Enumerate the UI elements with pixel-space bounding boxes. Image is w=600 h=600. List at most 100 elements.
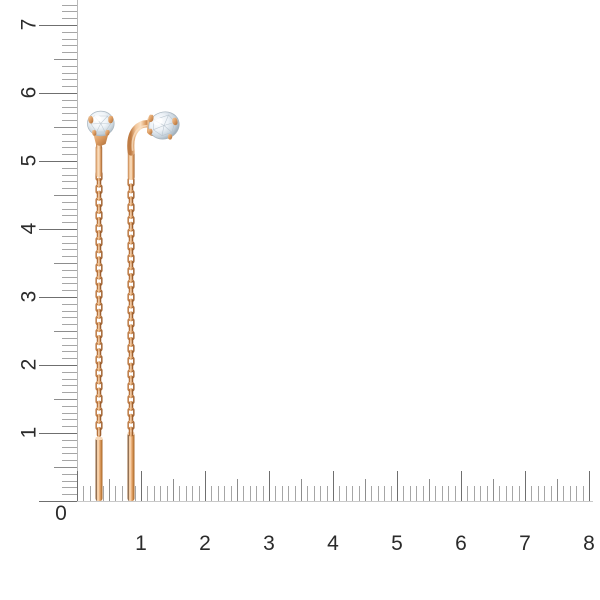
vertical-minor-tick bbox=[62, 52, 77, 53]
chain-link bbox=[128, 221, 134, 232]
vertical-minor-tick bbox=[62, 474, 77, 475]
vertical-minor-tick bbox=[62, 256, 77, 257]
chain-link bbox=[96, 216, 102, 228]
horizontal-minor-tick bbox=[218, 486, 219, 501]
chain-link bbox=[96, 400, 102, 411]
chain-link bbox=[127, 394, 135, 405]
horizontal-minor-tick bbox=[583, 486, 584, 501]
horizontal-minor-tick bbox=[352, 486, 353, 501]
vertical-minor-tick bbox=[62, 304, 77, 305]
horizontal-minor-tick bbox=[480, 486, 481, 501]
vertical-major-tick bbox=[39, 161, 77, 163]
horizontal-minor-tick bbox=[288, 486, 289, 501]
horizontal-minor-tick bbox=[474, 486, 475, 501]
left-post-tube bbox=[95, 145, 103, 177]
chain-link bbox=[95, 354, 103, 365]
chain-link bbox=[96, 426, 102, 438]
horizontal-half-tick bbox=[173, 479, 174, 501]
right-diamond-highlight bbox=[153, 117, 163, 126]
horizontal-minor-tick bbox=[307, 486, 308, 501]
right-threader-earring bbox=[127, 111, 180, 501]
vertical-minor-tick bbox=[62, 290, 77, 291]
horizontal-minor-tick bbox=[154, 486, 155, 501]
chain-link bbox=[95, 381, 103, 391]
vertical-minor-tick bbox=[62, 385, 77, 386]
vertical-minor-tick bbox=[62, 460, 77, 461]
vertical-ruler-baseline bbox=[77, 0, 78, 502]
chain-link bbox=[127, 420, 135, 430]
chain-link bbox=[95, 210, 103, 221]
vertical-major-tick bbox=[39, 365, 77, 367]
chain-link bbox=[128, 260, 134, 271]
chain-link bbox=[96, 243, 102, 254]
horizontal-minor-tick bbox=[339, 486, 340, 501]
horizontal-minor-tick bbox=[160, 486, 161, 501]
chain-link bbox=[127, 241, 135, 251]
vertical-ruler-label-4: 4 bbox=[17, 222, 41, 235]
vertical-minor-tick bbox=[62, 113, 77, 114]
chain-link bbox=[128, 375, 134, 386]
horizontal-ruler-label-5: 5 bbox=[391, 532, 403, 555]
horizontal-ruler-label-0: 0 bbox=[55, 502, 67, 525]
horizontal-minor-tick bbox=[435, 486, 436, 501]
vertical-minor-tick bbox=[62, 66, 77, 67]
left-diamond-girdle bbox=[87, 110, 115, 137]
vertical-minor-tick bbox=[62, 11, 77, 12]
chain-link bbox=[96, 269, 102, 280]
vertical-minor-tick bbox=[62, 188, 77, 189]
vertical-minor-tick bbox=[62, 86, 77, 87]
vertical-minor-tick bbox=[62, 45, 77, 46]
horizontal-major-tick bbox=[461, 471, 463, 501]
vertical-minor-tick bbox=[62, 413, 77, 414]
vertical-minor-tick bbox=[62, 39, 77, 40]
horizontal-minor-tick bbox=[263, 486, 264, 501]
vertical-minor-tick bbox=[62, 120, 77, 121]
left-diamond-facets bbox=[90, 115, 111, 133]
chain-link bbox=[95, 407, 103, 418]
vertical-ruler-label-3: 3 bbox=[17, 290, 41, 303]
vertical-ruler-label-7: 7 bbox=[17, 18, 41, 31]
vertical-half-tick bbox=[54, 263, 77, 264]
vertical-minor-tick bbox=[62, 175, 77, 176]
vertical-ruler-label-2: 2 bbox=[17, 358, 41, 371]
chain-link bbox=[127, 407, 135, 418]
horizontal-minor-tick bbox=[275, 486, 276, 501]
vertical-major-tick bbox=[39, 93, 77, 95]
vertical-minor-tick bbox=[62, 147, 77, 148]
chain-link bbox=[128, 234, 134, 245]
vertical-minor-tick bbox=[62, 154, 77, 155]
horizontal-half-tick bbox=[237, 479, 238, 501]
vertical-minor-tick bbox=[62, 243, 77, 244]
vertical-minor-tick bbox=[62, 236, 77, 237]
horizontal-minor-tick bbox=[448, 486, 449, 501]
chain-link bbox=[96, 177, 102, 188]
vertical-major-tick bbox=[39, 297, 77, 299]
vertical-minor-tick bbox=[62, 481, 77, 482]
horizontal-minor-tick bbox=[320, 486, 321, 501]
chain-link bbox=[128, 247, 134, 258]
horizontal-minor-tick bbox=[167, 486, 168, 501]
horizontal-major-tick bbox=[333, 471, 335, 501]
chain-link bbox=[128, 349, 134, 360]
horizontal-minor-tick bbox=[371, 486, 372, 501]
left-prongs bbox=[88, 115, 114, 136]
horizontal-minor-tick bbox=[243, 486, 244, 501]
chain-link bbox=[127, 279, 135, 290]
horizontal-minor-tick bbox=[224, 486, 225, 501]
chain-link bbox=[127, 254, 135, 264]
vertical-minor-tick bbox=[62, 494, 77, 495]
horizontal-ruler-label-6: 6 bbox=[455, 532, 467, 555]
chain-link bbox=[128, 324, 134, 335]
chain-link bbox=[96, 361, 102, 372]
horizontal-ruler-label-8: 8 bbox=[583, 532, 595, 555]
vertical-minor-tick bbox=[62, 18, 77, 19]
horizontal-half-tick bbox=[493, 479, 494, 501]
horizontal-minor-tick bbox=[551, 486, 552, 501]
horizontal-minor-tick bbox=[122, 486, 123, 501]
vertical-minor-tick bbox=[62, 249, 77, 250]
chain-link bbox=[95, 263, 103, 273]
right-diamond-girdle bbox=[148, 111, 180, 140]
chain-link bbox=[95, 197, 103, 208]
chain-link bbox=[95, 289, 103, 300]
right-curved-hook bbox=[127, 120, 155, 156]
